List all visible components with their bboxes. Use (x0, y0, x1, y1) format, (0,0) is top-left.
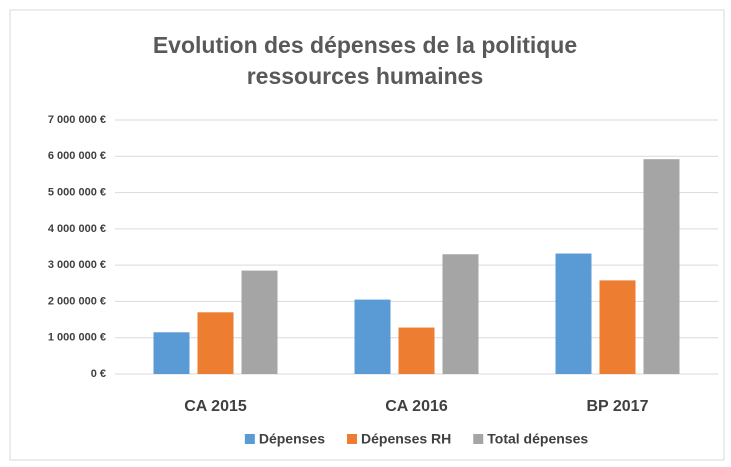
y-tick-label: 3 000 000 € (48, 259, 106, 271)
legend-swatch (244, 434, 255, 444)
legend-swatch (347, 434, 357, 444)
y-tick-label: 6 000 000 € (48, 150, 106, 162)
bar (197, 312, 234, 374)
bar (643, 159, 680, 374)
legend-swatch (473, 434, 484, 444)
bar (398, 327, 435, 374)
legend-label: Total dépenses (487, 431, 588, 447)
y-tick-label: 2 000 000 € (48, 295, 106, 307)
x-tick-label: CA 2015 (184, 398, 247, 415)
bar (153, 332, 190, 374)
y-tick-label: 4 000 000 € (48, 223, 106, 235)
y-tick-label: 7 000 000 € (48, 114, 106, 126)
chart-title: Evolution des dépenses de la politique r… (152, 32, 578, 89)
bar (241, 270, 278, 374)
y-tick-label: 5 000 000 € (48, 186, 106, 198)
x-tick-label: CA 2016 (385, 398, 448, 415)
y-tick-label: 1 000 000 € (48, 332, 106, 344)
chart-frame (9, 9, 725, 461)
legend-label: Dépenses (259, 431, 325, 447)
y-tick-label: 0 € (91, 368, 106, 380)
bar (442, 254, 479, 374)
bar (555, 253, 592, 374)
bar (599, 280, 636, 374)
x-tick-label: BP 2017 (587, 398, 649, 415)
bar (354, 299, 391, 374)
legend-label: Dépenses RH (361, 431, 451, 447)
